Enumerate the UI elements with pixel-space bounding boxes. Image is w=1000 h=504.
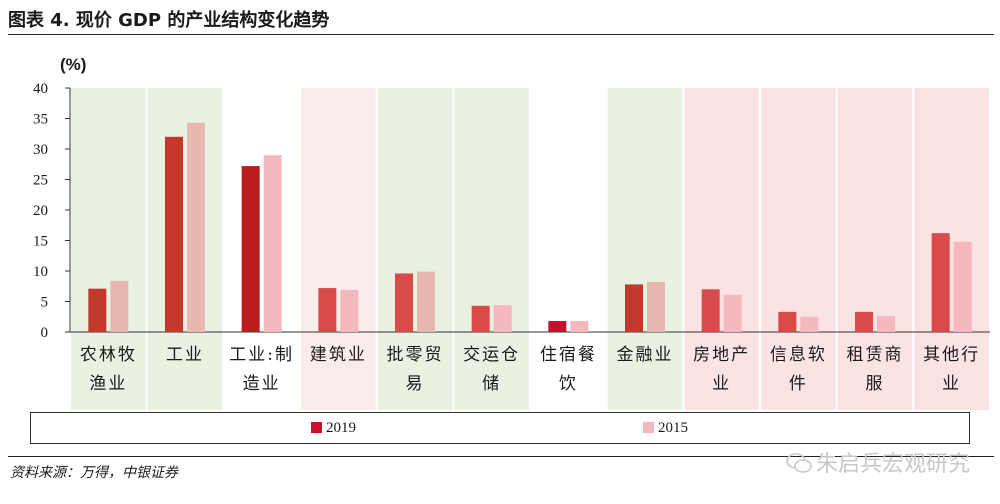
y-tick-label: 0 bbox=[41, 325, 49, 341]
legend-swatch-2019 bbox=[311, 422, 322, 433]
bar-2015 bbox=[493, 305, 512, 332]
bar-2019 bbox=[701, 289, 720, 332]
bar-2019 bbox=[778, 311, 797, 332]
y-tick-label: 35 bbox=[33, 112, 48, 128]
bar-2019 bbox=[88, 288, 107, 332]
x-tick-label: 工业:制 bbox=[229, 345, 294, 365]
x-tick-label: 业 bbox=[942, 374, 961, 394]
x-tick-label: 金融业 bbox=[617, 345, 674, 365]
legend-item-2019: 2019 bbox=[311, 420, 356, 437]
legend-label-2015: 2015 bbox=[658, 420, 688, 436]
category-band bbox=[301, 88, 376, 410]
bar-2019 bbox=[855, 311, 873, 332]
x-tick-label: 信息软 bbox=[770, 345, 827, 365]
category-band bbox=[147, 88, 223, 410]
legend-label-2019: 2019 bbox=[326, 420, 356, 436]
x-tick-label: 服 bbox=[866, 374, 885, 394]
x-tick-label: 渔业 bbox=[89, 374, 127, 394]
category-band bbox=[607, 88, 683, 410]
legend-item-2015: 2015 bbox=[643, 420, 688, 437]
x-tick-label: 业 bbox=[712, 374, 731, 394]
footer-divider bbox=[8, 456, 994, 457]
x-tick-label: 储 bbox=[482, 374, 501, 394]
x-tick-label: 件 bbox=[789, 374, 808, 394]
bar-2019 bbox=[318, 288, 337, 332]
bar-2015 bbox=[570, 321, 589, 332]
y-tick-label: 5 bbox=[41, 295, 49, 311]
x-tick-label: 租赁商 bbox=[847, 345, 904, 365]
y-tick-label: 15 bbox=[33, 234, 48, 250]
bar-2019 bbox=[548, 321, 567, 332]
bar-2019 bbox=[165, 136, 183, 332]
y-tick-label: 25 bbox=[33, 173, 48, 189]
bar-2019 bbox=[241, 166, 260, 332]
bar-2015 bbox=[953, 241, 972, 332]
category-band bbox=[837, 88, 913, 410]
x-tick-label: 饮 bbox=[559, 374, 578, 394]
bar-2015 bbox=[647, 281, 665, 332]
x-tick-label: 工业 bbox=[166, 345, 204, 365]
x-tick-label: 住宿餐 bbox=[540, 345, 597, 365]
y-unit-label: (%) bbox=[60, 55, 86, 74]
legend-swatch-2015 bbox=[643, 422, 654, 433]
category-band bbox=[454, 88, 529, 410]
x-tick-label: 建筑业 bbox=[310, 345, 367, 365]
x-tick-label: 易 bbox=[406, 374, 425, 394]
chart-title: 图表 4. 现价 GDP 的产业结构变化趋势 bbox=[8, 10, 330, 31]
category-band bbox=[377, 88, 453, 410]
bar-2015 bbox=[417, 271, 435, 332]
x-tick-label: 房地产 bbox=[693, 345, 750, 365]
bar-2019 bbox=[395, 273, 413, 332]
x-tick-label: 交运仓 bbox=[463, 345, 520, 365]
bar-2015 bbox=[187, 122, 205, 333]
y-tick-label: 20 bbox=[33, 203, 48, 219]
wechat-icon bbox=[786, 453, 812, 473]
bar-2015 bbox=[800, 316, 819, 332]
category-band bbox=[914, 88, 989, 410]
x-tick-label: 其他行 bbox=[923, 345, 980, 365]
bar-2019 bbox=[931, 233, 950, 332]
x-tick-label: 造业 bbox=[243, 374, 281, 394]
category-band bbox=[531, 88, 606, 410]
bar-2019 bbox=[471, 305, 490, 332]
category-band bbox=[71, 88, 146, 410]
y-tick-label: 10 bbox=[33, 264, 48, 280]
bar-2015 bbox=[263, 155, 282, 332]
bar-2019 bbox=[625, 284, 643, 332]
category-band bbox=[684, 88, 759, 410]
watermark: 朱启兵宏观研究 bbox=[786, 446, 970, 478]
category-band bbox=[761, 88, 836, 410]
title-divider bbox=[8, 34, 994, 35]
y-tick-label: 40 bbox=[33, 81, 48, 97]
bar-2015 bbox=[877, 316, 895, 332]
category-band bbox=[224, 88, 299, 410]
source-note: 资料来源：万得，中银证券 bbox=[10, 465, 178, 481]
x-tick-label: 农林牧 bbox=[80, 345, 137, 365]
bar-2015 bbox=[340, 289, 359, 332]
legend: 2019 2015 bbox=[30, 412, 970, 444]
watermark-text: 朱启兵宏观研究 bbox=[815, 452, 970, 477]
x-tick-label: 批零贸 bbox=[387, 345, 444, 365]
y-tick-label: 30 bbox=[33, 142, 48, 158]
bar-2015 bbox=[723, 294, 742, 332]
bar-2015 bbox=[110, 280, 129, 332]
